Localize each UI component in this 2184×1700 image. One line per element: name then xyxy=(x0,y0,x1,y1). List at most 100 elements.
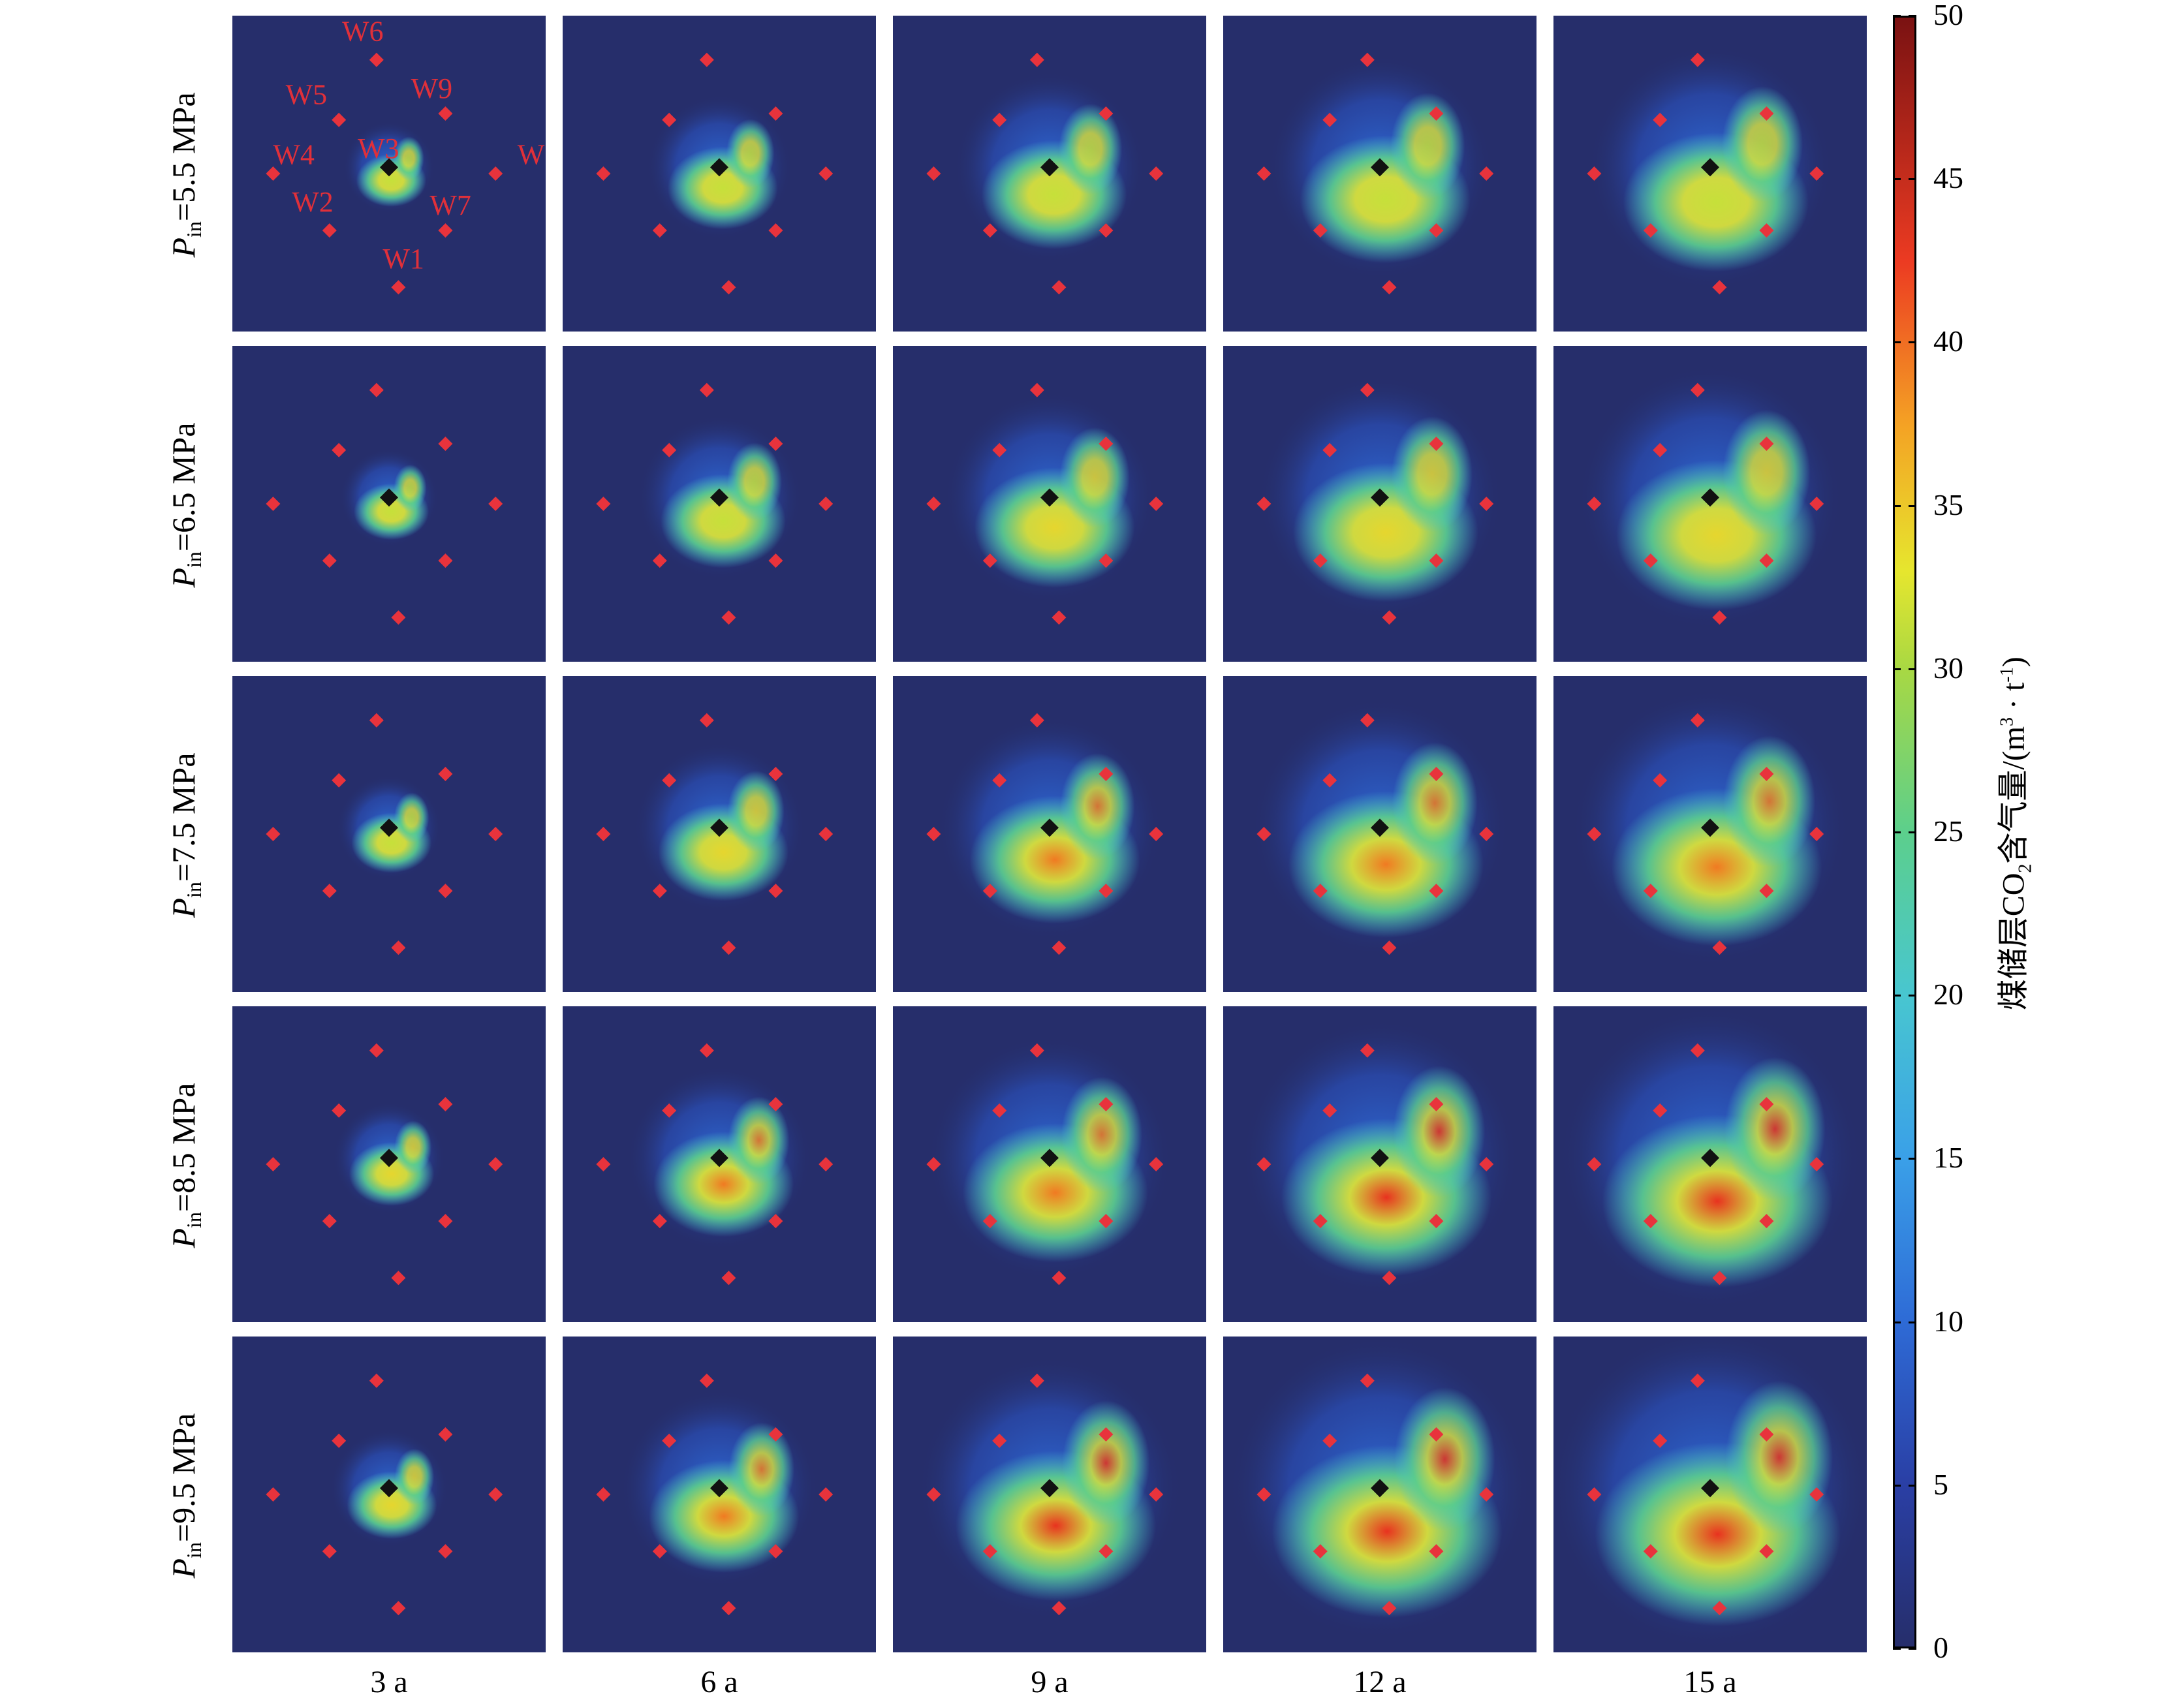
production-well-marker xyxy=(1360,1043,1375,1058)
production-well-marker xyxy=(1653,112,1668,127)
colorbar-tick xyxy=(1909,504,1916,507)
colorbar-tick xyxy=(1909,1484,1916,1487)
co2-plume-lobe xyxy=(393,136,424,181)
column-label: 9 a xyxy=(1031,1665,1069,1699)
production-well-marker xyxy=(488,497,503,511)
production-well-marker xyxy=(369,1373,384,1388)
injection-well-marker xyxy=(1371,488,1389,507)
row-label: Pin=8.5 MPa xyxy=(164,1035,206,1296)
production-well-marker xyxy=(699,382,714,397)
production-well-marker xyxy=(1149,166,1164,181)
production-well-marker xyxy=(266,166,281,181)
colorbar-tick-label: 40 xyxy=(1933,324,1963,358)
production-well-marker xyxy=(1256,1157,1271,1171)
co2-plume-lobe xyxy=(1724,1057,1826,1201)
heatmap-panel xyxy=(1223,1006,1537,1322)
production-well-marker xyxy=(488,827,503,841)
well-label: W5 xyxy=(286,79,328,111)
production-well-marker xyxy=(1052,280,1067,295)
heatmap-svg xyxy=(266,1373,503,1616)
injection-well-marker xyxy=(710,1479,728,1498)
production-well-marker xyxy=(768,1097,783,1112)
production-well-marker xyxy=(266,1487,281,1502)
production-well-marker xyxy=(1099,1544,1114,1559)
production-well-marker xyxy=(332,773,347,788)
production-well-marker xyxy=(391,940,406,955)
production-well-marker xyxy=(699,713,714,728)
heatmap-panel xyxy=(232,1006,546,1322)
production-well-marker xyxy=(1759,1427,1774,1442)
production-well-marker xyxy=(721,610,736,625)
column-label: 15 a xyxy=(1683,1665,1737,1699)
production-well-marker xyxy=(662,112,677,127)
production-well-marker xyxy=(1809,827,1824,841)
production-well-marker xyxy=(982,884,997,899)
colorbar-tick xyxy=(1893,178,1901,181)
production-well-marker xyxy=(982,553,997,568)
production-well-marker xyxy=(652,223,667,238)
colorbar-tick xyxy=(1909,995,1916,997)
production-well-marker xyxy=(1382,940,1397,955)
well-label: W8 xyxy=(518,138,546,170)
production-well-marker xyxy=(1712,280,1727,295)
row-label-subscript: in xyxy=(182,882,206,898)
heatmap-svg xyxy=(926,52,1164,295)
production-well-marker xyxy=(438,1427,453,1442)
heatmap-svg xyxy=(918,1356,1181,1620)
production-well-marker xyxy=(662,442,677,457)
colorbar-tick xyxy=(1893,1321,1901,1323)
production-well-marker xyxy=(596,497,611,511)
heatmap-panel: W1 W2 W3 W4 W5 W6 W7 W8 W9 xyxy=(232,16,546,332)
production-well-marker xyxy=(1690,1043,1705,1058)
co2-plume-lobe xyxy=(1723,735,1816,867)
row-label-symbol: P xyxy=(165,1228,202,1248)
production-well-marker xyxy=(369,52,384,67)
production-well-marker xyxy=(438,553,453,568)
production-well-marker xyxy=(596,1487,611,1502)
heatmap-panel xyxy=(1223,1337,1537,1652)
heatmap-svg xyxy=(596,713,834,955)
colorbar-tick xyxy=(1893,831,1901,833)
production-well-marker xyxy=(768,437,783,452)
heatmap-svg xyxy=(596,382,834,625)
production-well-marker xyxy=(1429,223,1444,238)
production-well-marker xyxy=(266,497,281,511)
colorbar-tick-label: 0 xyxy=(1933,1631,1948,1664)
production-well-marker xyxy=(1256,827,1271,841)
production-well-marker xyxy=(438,767,453,782)
production-well-marker xyxy=(1429,553,1444,568)
production-well-marker xyxy=(1429,1214,1444,1229)
production-well-marker xyxy=(1322,1103,1337,1118)
heatmap-panel xyxy=(1223,16,1537,332)
co2-plume-lobe xyxy=(394,464,427,512)
production-well-marker xyxy=(819,1157,834,1171)
production-well-marker xyxy=(332,112,347,127)
production-well-marker xyxy=(369,1043,384,1058)
production-well-marker xyxy=(1759,884,1774,899)
production-well-marker xyxy=(768,223,783,238)
heatmap-svg xyxy=(1572,689,1849,966)
co2-plume-lobe xyxy=(394,1448,435,1506)
production-well-marker xyxy=(926,1487,941,1502)
injection-well-marker xyxy=(380,1149,398,1167)
production-well-marker xyxy=(699,1373,714,1388)
production-well-marker xyxy=(1653,1103,1668,1118)
colorbar-title: 煤储层CO2含气量/(m3 · t-1) xyxy=(1988,572,2036,1094)
heatmap-svg xyxy=(926,382,1164,625)
production-well-marker xyxy=(596,827,611,841)
production-well-marker xyxy=(369,713,384,728)
production-well-marker xyxy=(438,1097,453,1112)
row-label-value: =9.5 MPa xyxy=(165,1413,202,1543)
row-label: Pin=5.5 MPa xyxy=(164,44,206,305)
well-label: W6 xyxy=(342,16,384,48)
production-well-marker xyxy=(1653,1433,1668,1448)
production-well-marker xyxy=(391,1601,406,1616)
row-label: Pin=6.5 MPa xyxy=(164,375,206,636)
production-well-marker xyxy=(992,1103,1007,1118)
injection-well-marker xyxy=(1040,158,1059,177)
colorbar-tick xyxy=(1893,1484,1901,1487)
heatmap-panel xyxy=(893,346,1206,662)
co2-plume-lobe xyxy=(1392,742,1478,865)
co2-plume-lobe xyxy=(1394,1387,1495,1532)
production-well-marker xyxy=(982,1544,997,1559)
